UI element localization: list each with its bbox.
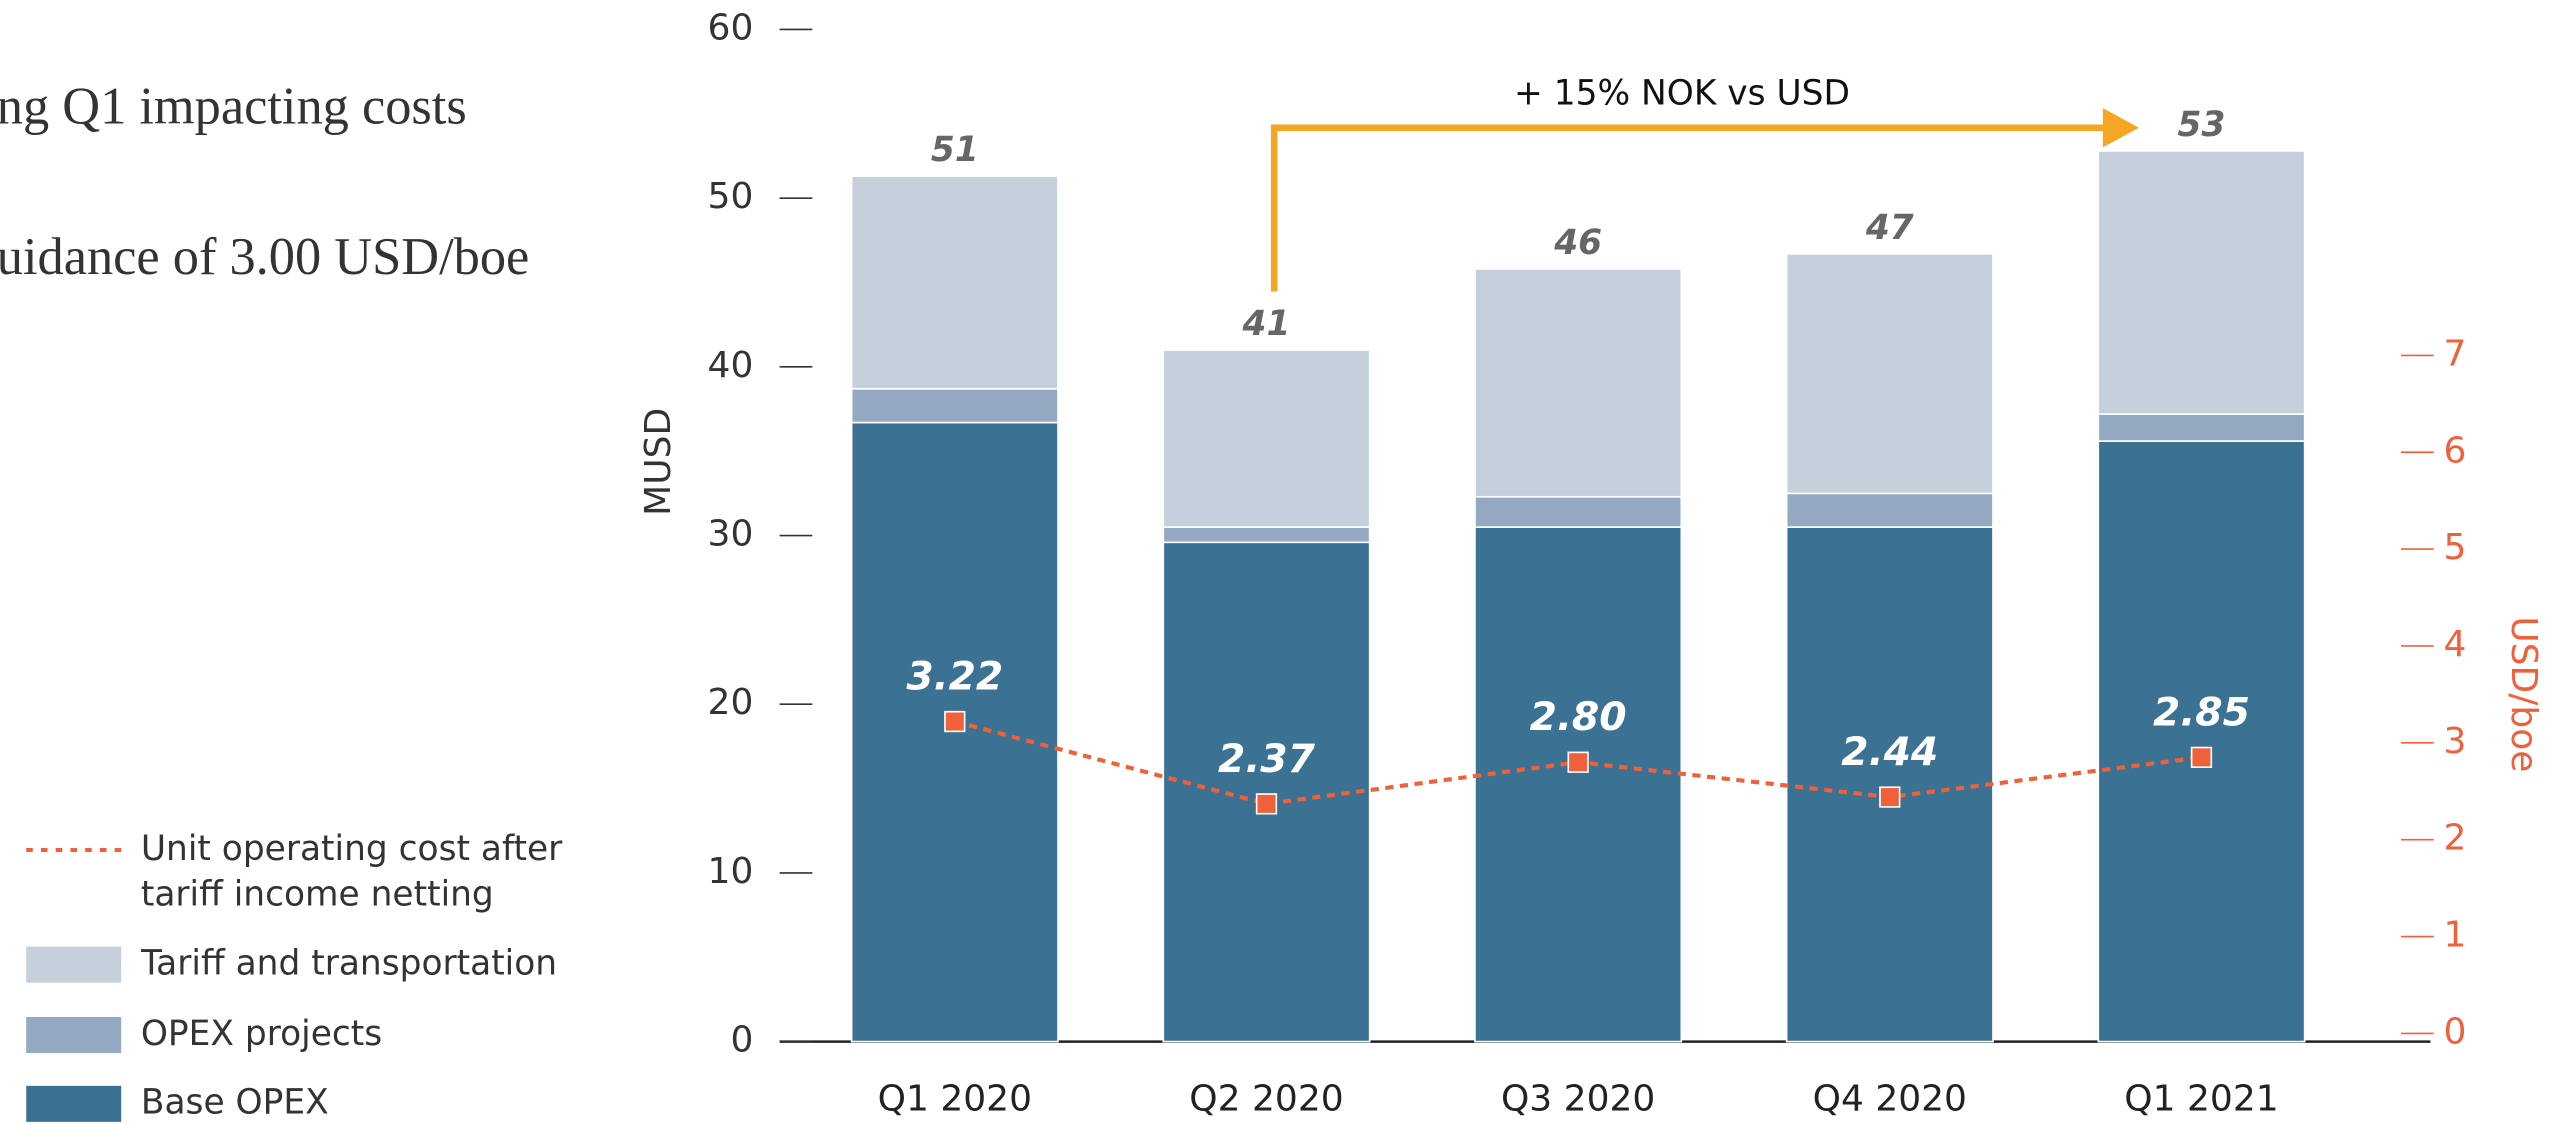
legend-swatch <box>26 946 122 983</box>
legend-label: Unit operating cost after tariff income … <box>140 828 563 914</box>
bar-segment <box>1162 349 1371 528</box>
legend-entry: Unit operating cost after tariff income … <box>140 828 563 914</box>
annotation: + 15% NOK vs USD <box>1514 73 1850 113</box>
y-tick-label: 30 <box>708 514 754 555</box>
y2-tick-label: 5 <box>2444 527 2467 568</box>
legend-entry: Base OPEX <box>140 1082 329 1122</box>
x-tick-label: Q4 2020 <box>1813 1079 1967 1120</box>
side-text: ng Q1 impacting costs <box>0 77 467 135</box>
data-label: 2.80 <box>1530 695 1627 740</box>
y2-tick-label: 6 <box>2444 430 2467 471</box>
legend-label: OPEX projects <box>140 1013 383 1054</box>
y-tick-label: 20 <box>708 682 754 723</box>
side-text: uidance of 3.00 USD/boe <box>0 228 529 286</box>
total-label: 53 <box>2178 105 2226 145</box>
bar-segment <box>1162 541 1371 1043</box>
total-label: 47 <box>1865 208 1914 248</box>
y2-axis-label: USD/boe <box>2503 616 2544 772</box>
bar-segment <box>850 387 1059 424</box>
x-tick-label: Q1 2020 <box>878 1079 1032 1120</box>
data-label: 3.22 <box>906 654 1003 699</box>
x-tick-label: Q3 2020 <box>1501 1079 1655 1120</box>
legend-swatch <box>26 1085 122 1122</box>
y-tick-label: 10 <box>708 851 754 892</box>
bar-segment <box>1785 526 1994 1043</box>
data-label: 2.44 <box>1841 730 1938 775</box>
y2-tick-label: 2 <box>2444 818 2467 859</box>
line-point <box>1879 786 1901 808</box>
y-axis-label: MUSD <box>638 408 679 516</box>
y2-tick-label: 7 <box>2444 333 2467 374</box>
annotation-arrow <box>1270 124 2110 292</box>
line-point <box>944 710 966 733</box>
total-label: 46 <box>1553 223 1602 263</box>
y2-tick-label: 3 <box>2444 721 2467 762</box>
legend-label: Base OPEX <box>140 1082 329 1122</box>
bar-segment <box>2097 150 2306 415</box>
y-tick-label: 60 <box>708 7 754 48</box>
y2-tick-label: 1 <box>2444 915 2467 956</box>
bar-segment <box>1474 495 1683 528</box>
bar-segment <box>1474 268 1683 498</box>
bar-segment <box>850 175 1059 390</box>
bar-segment <box>2097 413 2306 442</box>
total-label: 41 <box>1242 304 1291 344</box>
legend-label: Tariff and transportation <box>140 943 558 983</box>
bar-segment <box>1785 253 1994 495</box>
bar-segment <box>1785 492 1994 528</box>
data-label: 2.37 <box>1218 737 1316 782</box>
legend-swatch <box>26 1017 122 1054</box>
line-point <box>2190 746 2213 769</box>
y-tick-label: 50 <box>708 176 754 217</box>
arrow-head <box>2102 108 2139 148</box>
legend-entry: Tariff and transportation <box>140 943 558 983</box>
x-tick-label: Q1 2021 <box>2124 1079 2278 1120</box>
y2-tick-label: 0 <box>2444 1011 2467 1052</box>
y-tick-label: 0 <box>730 1020 753 1061</box>
line-point <box>1567 751 1589 773</box>
line-point <box>1255 793 1278 815</box>
y2-tick-label: 4 <box>2444 624 2467 665</box>
bar-segment <box>1162 526 1371 544</box>
data-label: 2.85 <box>2153 690 2250 735</box>
x-tick-label: Q2 2020 <box>1189 1079 1343 1120</box>
total-label: 51 <box>931 130 979 170</box>
bar-segment <box>2097 440 2306 1043</box>
y-tick-label: 40 <box>708 345 754 386</box>
legend-entry: OPEX projects <box>140 1013 383 1054</box>
bar-segment <box>1474 526 1683 1043</box>
